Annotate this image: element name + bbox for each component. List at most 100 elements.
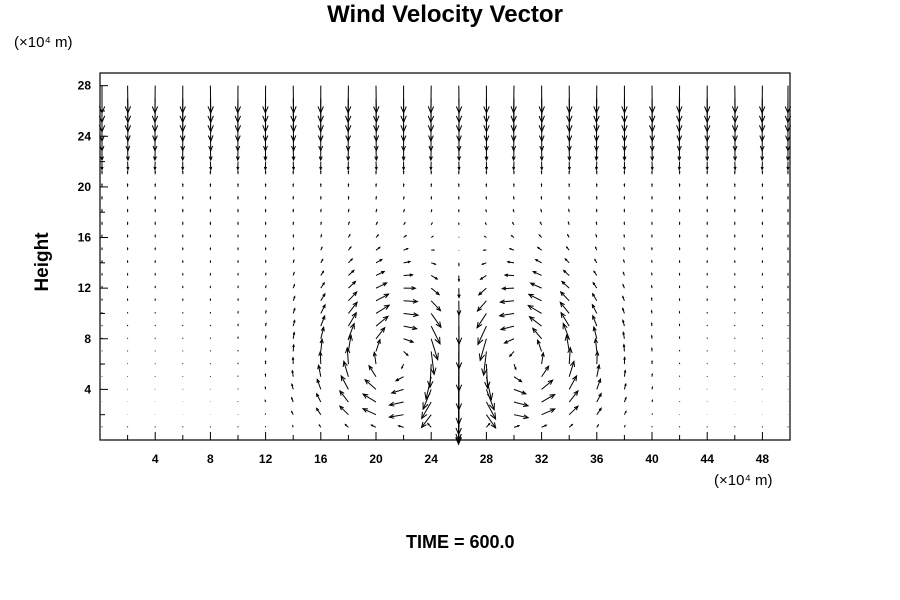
vector-arrowhead — [787, 170, 789, 173]
vector-arrowhead — [209, 246, 212, 250]
vector-arrowhead — [181, 166, 185, 171]
vector-arrowhead — [568, 208, 570, 211]
vector-arrowhead — [406, 248, 409, 251]
x-tick-label: 16 — [314, 452, 328, 466]
vector-arrowhead — [572, 374, 578, 382]
vector-arrowhead — [379, 258, 383, 262]
vector-arrowhead — [521, 390, 528, 395]
vector-arrowhead — [370, 424, 374, 427]
vector-arrowhead — [262, 125, 269, 134]
vector-arrowhead — [455, 436, 462, 445]
chart-title: Wind Velocity Vector — [327, 1, 563, 28]
vector-arrowhead — [338, 405, 344, 411]
vector-arrowhead — [209, 234, 212, 237]
vector-arrowhead — [593, 125, 600, 134]
vector-arrowhead — [508, 353, 513, 358]
vector-arrowhead — [651, 272, 653, 275]
vector-arrowhead — [650, 284, 653, 287]
vector-arrow — [316, 393, 322, 403]
vector-arrow — [485, 414, 497, 429]
vector-arrowhead — [315, 407, 320, 412]
vector-arrow — [316, 379, 322, 390]
vector-arrow — [560, 291, 570, 302]
vector-arrowhead — [540, 351, 545, 357]
vector-arrowhead — [428, 145, 434, 152]
vector-arrow — [430, 300, 441, 312]
vector-arrowhead — [785, 156, 790, 162]
vector-arrowhead — [154, 246, 156, 250]
vector-arrowhead — [510, 115, 517, 124]
vector-arrowhead — [291, 166, 296, 171]
vector-arrowhead — [732, 135, 738, 143]
vector-arrowhead — [151, 115, 159, 124]
vector-arrowhead — [458, 195, 460, 199]
x-tick-label: 32 — [535, 452, 549, 466]
vector-arrowhead — [568, 170, 571, 173]
vector-arrowhead — [758, 115, 766, 124]
vector-arrowhead — [317, 125, 324, 134]
vector-arrowhead — [594, 258, 597, 261]
vector-arrowhead — [154, 234, 156, 237]
vector-arrowhead — [485, 170, 488, 173]
vector-arrowhead — [623, 208, 626, 211]
vector-arrowhead — [479, 276, 484, 280]
vector-arrowhead — [237, 259, 239, 262]
vector-arrowhead — [388, 413, 395, 419]
vector-arrowhead — [623, 258, 625, 262]
vector-arrowhead — [317, 106, 324, 115]
vector-arrow — [348, 281, 356, 289]
vector-arrowhead — [678, 182, 681, 186]
vector-arrowhead — [101, 246, 103, 250]
vector-arrowhead — [320, 233, 323, 236]
vector-arrowhead — [352, 290, 358, 297]
vector-arrowhead — [731, 106, 739, 115]
vector-arrowhead — [481, 368, 488, 377]
vector-arrowhead — [293, 283, 296, 287]
x-tick-label: 4 — [152, 452, 159, 466]
vector-arrow — [593, 326, 598, 339]
vector-arrowhead — [483, 135, 490, 143]
vector-arrowhead — [413, 312, 420, 318]
vector-arrowhead — [732, 145, 738, 152]
vector-arrowhead — [318, 423, 321, 427]
vector-arrowhead — [651, 170, 653, 173]
vector-arrowhead — [539, 145, 545, 152]
vector-arrowhead — [623, 369, 627, 373]
vector-arrowhead — [676, 106, 683, 115]
vector-arrowhead — [784, 106, 792, 115]
y-tick-label: 8 — [84, 332, 91, 346]
vector-arrowhead — [209, 170, 212, 173]
vector-arrowhead — [154, 208, 156, 211]
vector-arrowhead — [706, 182, 709, 186]
vector-arrowhead — [485, 208, 487, 211]
vector-arrowhead — [565, 246, 569, 249]
vector-arrowhead — [316, 392, 320, 398]
vector-arrow — [375, 315, 389, 327]
vector-arrowhead — [594, 145, 599, 152]
vector-arrow — [591, 304, 598, 314]
vector-arrowhead — [124, 125, 132, 134]
vector-arrow — [430, 351, 435, 375]
vector-arrowhead — [568, 195, 570, 198]
vector-arrowhead — [351, 269, 355, 274]
vector-arrow — [430, 287, 440, 296]
vector-arrowhead — [784, 115, 792, 124]
vector-arrowhead — [622, 343, 626, 348]
vector-arrowhead — [124, 115, 132, 124]
vector-arrowhead — [262, 115, 269, 124]
vector-arrowhead — [126, 234, 129, 237]
vector-arrowhead — [339, 389, 345, 396]
vector-arrow — [320, 293, 326, 302]
vector-arrowhead — [179, 135, 186, 143]
vector-arrowhead — [348, 233, 351, 236]
vector-arrow — [483, 351, 487, 376]
vector-arrow — [500, 300, 515, 303]
vector-arrowhead — [390, 389, 397, 394]
vector-arrowhead — [320, 221, 322, 224]
vector-arrowhead — [207, 135, 214, 143]
vector-arrowhead — [592, 281, 596, 286]
vector-arrowhead — [532, 270, 537, 275]
vector-arrow — [568, 375, 578, 390]
vector-arrowhead — [209, 195, 212, 198]
vector-arrow — [477, 300, 487, 312]
